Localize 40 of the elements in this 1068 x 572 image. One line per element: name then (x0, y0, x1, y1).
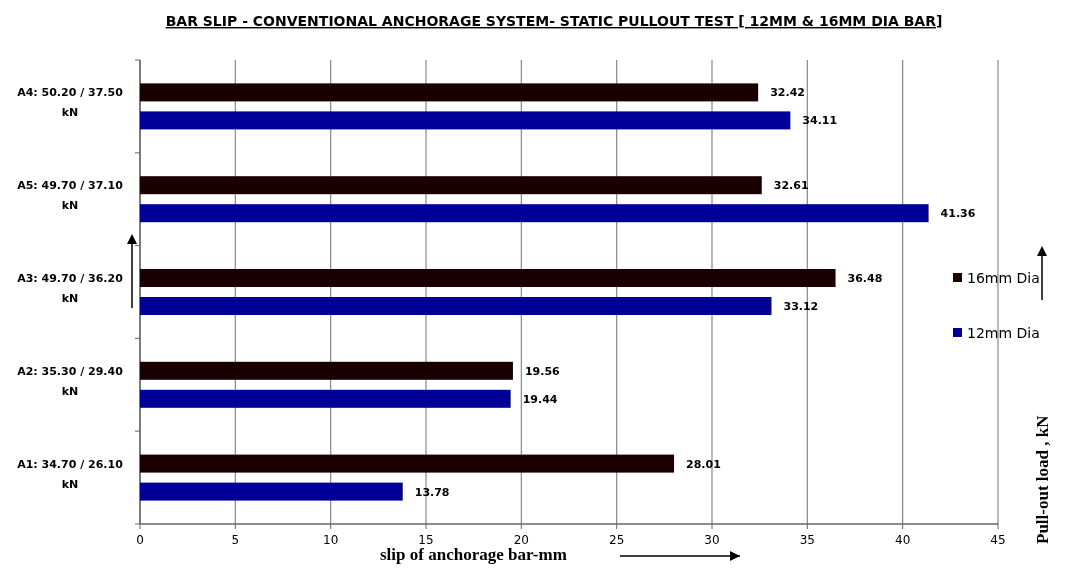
legend-label: 12mm Dia (967, 325, 1040, 341)
data-label: 34.11 (802, 114, 838, 128)
y-tick-label: A3: 49.70 / 36.20 kN (17, 272, 124, 305)
x-tick-label: 15 (418, 533, 434, 547)
data-label: 32.42 (770, 86, 805, 100)
bar (140, 269, 836, 287)
y-tick-label: A4: 50.20 / 37.50 kN (17, 86, 124, 120)
y-tick-label: A5: 49.70 / 37.10 kN (17, 179, 124, 213)
legend-label: 16mm Dia (967, 270, 1040, 286)
bar (140, 176, 762, 195)
x-tick-label: 40 (895, 533, 911, 547)
bar (140, 204, 929, 223)
bar (140, 482, 403, 501)
data-label: 32.61 (773, 179, 809, 193)
data-label: 13.78 (414, 485, 450, 499)
data-label: 19.56 (524, 364, 561, 378)
x-tick-label: 10 (323, 533, 339, 547)
y-axis-title: Pull-out load , kN (1033, 414, 1052, 544)
bar (140, 454, 675, 473)
bar (140, 83, 759, 102)
x-tick-label: 35 (799, 533, 815, 547)
data-label: 36.48 (847, 272, 883, 285)
x-tick-label: 5 (231, 533, 240, 547)
x-tick-label: 30 (704, 533, 720, 547)
data-label: 19.44 (522, 392, 558, 406)
bar (140, 389, 511, 408)
x-tick-label: 0 (136, 533, 144, 547)
x-tick-label: 20 (513, 533, 529, 547)
x-axis-title: slip of anchorage bar-mm (380, 545, 567, 564)
chart-title: BAR SLIP - CONVENTIONAL ANCHORAGE SYSTEM- STATIC PULLOUT TEST [ 12MM & 16MM DIA BAR] (165, 13, 943, 29)
data-label: 33.12 (783, 300, 819, 313)
data-label: 28.01 (686, 457, 721, 471)
data-label: 41.36 (940, 207, 976, 221)
bar (140, 361, 513, 380)
x-tick-label: 45 (990, 533, 1006, 547)
bar (140, 111, 791, 130)
y-tick-label: A1: 34.70 / 26.10 kN (17, 457, 124, 491)
x-tick-label: 25 (609, 533, 625, 547)
y-tick-label: A2: 35.30 / 29.40 kN (17, 364, 124, 398)
bar (140, 297, 772, 315)
